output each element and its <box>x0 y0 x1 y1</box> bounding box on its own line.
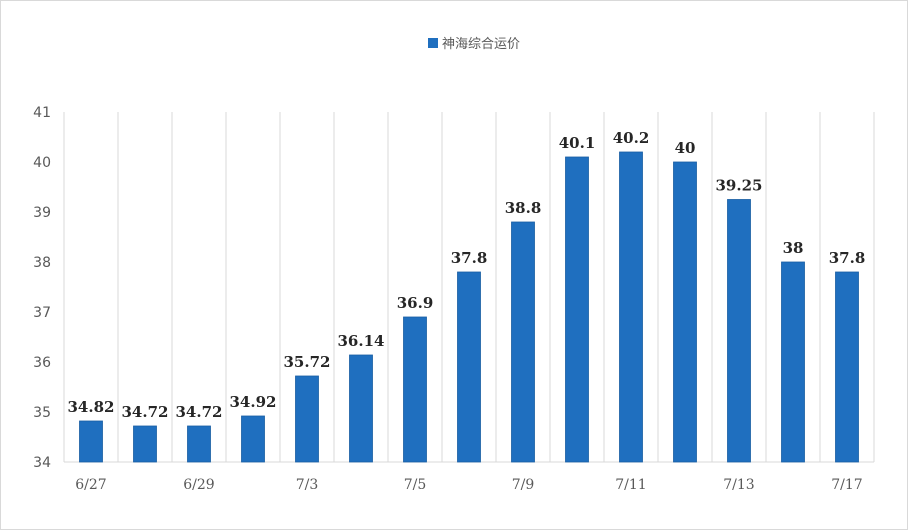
bar <box>781 261 805 463</box>
x-tick-label: 7/11 <box>615 477 646 493</box>
data-label: 36.14 <box>338 332 385 350</box>
data-label: 34.72 <box>122 403 169 421</box>
data-label: 37.8 <box>451 249 488 267</box>
data-label: 40 <box>675 139 696 157</box>
data-label: 38.8 <box>505 199 542 217</box>
x-axis: 6/27 6/29 7/3 7/5 7/9 7/11 7/13 7/17 <box>64 461 874 493</box>
bar <box>673 161 697 463</box>
bar <box>79 420 103 463</box>
y-tick-label: 38 <box>33 255 51 271</box>
data-labels: 34.82 34.72 34.72 34.92 35.72 36.14 36.9 37.8 38… <box>68 129 866 421</box>
data-label: 34.82 <box>68 398 115 416</box>
bar <box>619 151 643 463</box>
data-label: 35.72 <box>284 353 331 371</box>
bar <box>241 415 265 463</box>
data-label: 38 <box>783 239 804 257</box>
data-label: 34.92 <box>230 393 277 411</box>
bar <box>511 221 535 463</box>
y-tick-label: 36 <box>33 355 51 371</box>
y-tick-label: 35 <box>33 405 51 421</box>
y-tick-label: 39 <box>33 205 51 221</box>
x-tick-label: 7/13 <box>723 477 754 493</box>
legend-swatch <box>428 38 438 48</box>
data-label: 34.72 <box>176 403 223 421</box>
x-tick-label: 7/9 <box>512 477 535 493</box>
y-axis: 34 35 36 37 38 39 40 41 <box>33 105 51 471</box>
x-tick-label: 7/3 <box>296 477 319 493</box>
bar <box>565 156 589 463</box>
data-label: 40.1 <box>559 134 596 152</box>
y-tick-label: 41 <box>33 105 51 121</box>
bar <box>133 425 157 463</box>
y-tick-label: 37 <box>33 305 51 321</box>
bar <box>727 199 751 463</box>
bar <box>835 271 859 463</box>
data-label: 36.9 <box>397 294 434 312</box>
x-tick-label: 6/27 <box>75 477 106 493</box>
bars <box>79 151 859 463</box>
x-tick-label: 6/29 <box>183 477 214 493</box>
y-tick-label: 40 <box>33 155 51 171</box>
bar <box>457 271 481 463</box>
legend-label: 神海综合运价 <box>442 37 520 52</box>
x-tick-label: 7/5 <box>404 477 427 493</box>
bar <box>295 375 319 463</box>
bar <box>187 425 211 463</box>
bar <box>349 354 373 463</box>
legend: 神海综合运价 <box>428 37 520 52</box>
y-tick-label: 34 <box>33 455 51 471</box>
data-label: 40.2 <box>613 129 650 147</box>
x-tick-label: 7/17 <box>831 477 862 493</box>
gridlines <box>63 112 875 462</box>
data-label: 39.25 <box>716 177 763 195</box>
data-label: 37.8 <box>829 249 866 267</box>
bar <box>403 316 427 463</box>
